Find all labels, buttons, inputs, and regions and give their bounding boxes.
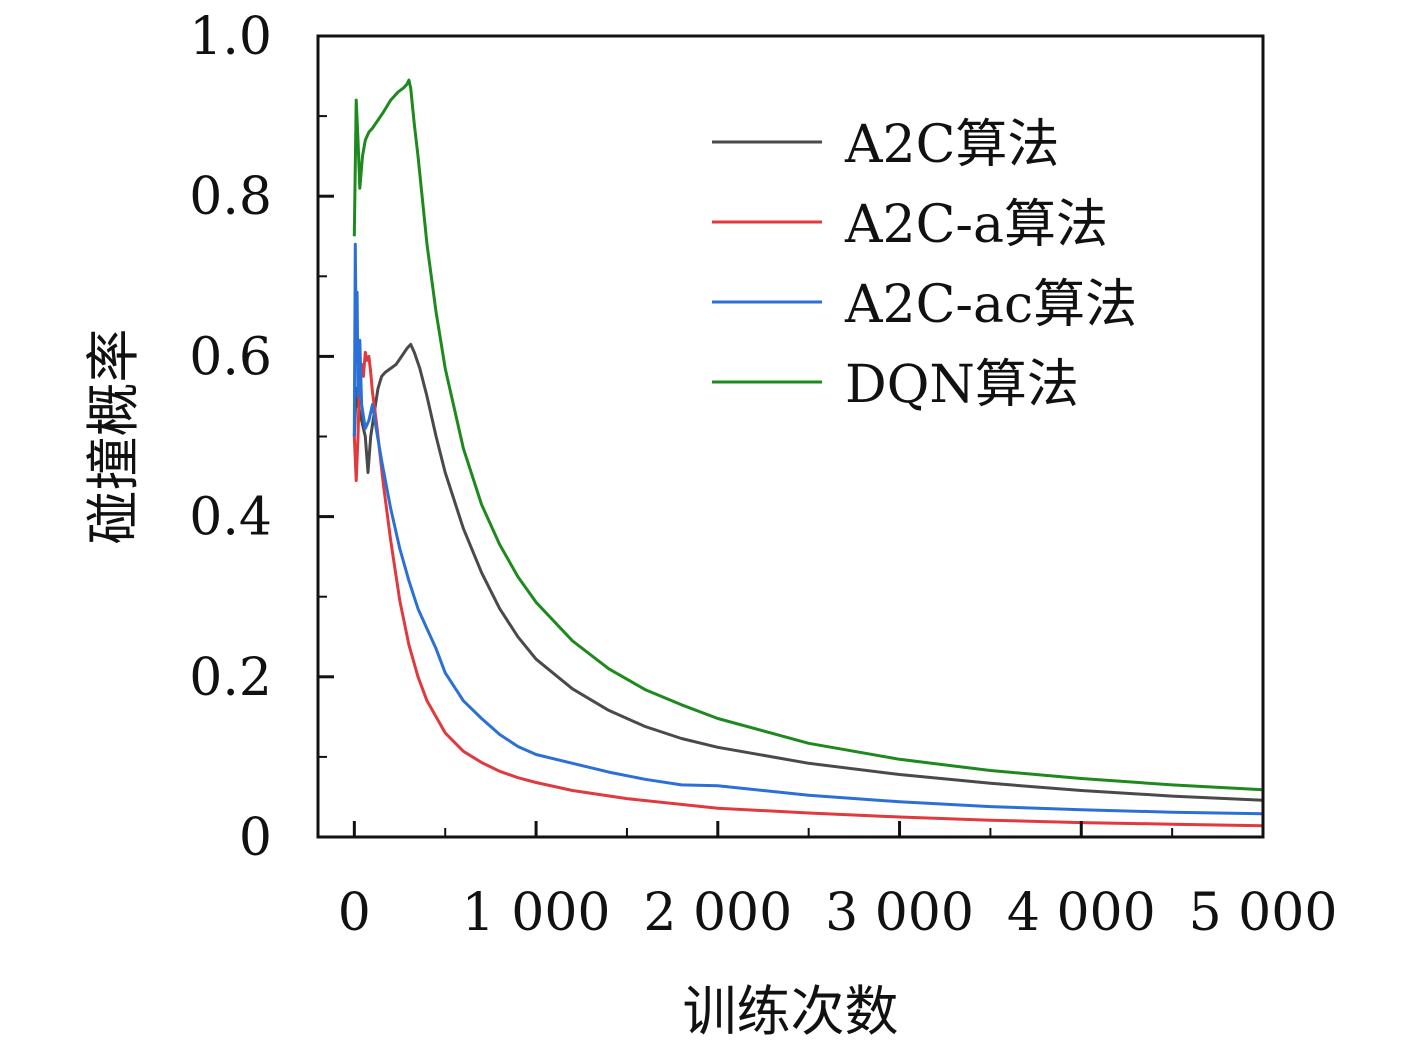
x-tick-label: 5 000	[1189, 883, 1338, 943]
y-axis: 0 0.2 0.4 0.6 0.8 1.0	[189, 7, 334, 868]
y-tick-label: 0.4	[189, 488, 272, 548]
y-tick-label: 0.2	[189, 648, 272, 708]
series-line-1	[352, 342, 1264, 802]
series-lines	[352, 78, 1264, 828]
series-line-3	[352, 242, 1264, 816]
series-line-2	[352, 350, 1264, 828]
legend-label: DQN算法	[845, 355, 1079, 415]
legend: A2C算法 A2C-a算法 A2C-ac算法 DQN算法	[712, 115, 1137, 415]
x-axis-title: 训练次数	[683, 980, 899, 1043]
y-tick-label: 1.0	[189, 7, 272, 67]
legend-label: A2C-ac算法	[844, 275, 1137, 335]
x-tick-label: 4 000	[1007, 883, 1156, 943]
legend-label: A2C-a算法	[844, 195, 1108, 255]
x-tick-label: 3 000	[825, 883, 974, 943]
y-tick-label: 0	[239, 808, 272, 868]
y-axis-title: 碰撞概率	[82, 329, 145, 545]
series-line-4	[352, 78, 1264, 792]
x-tick-label: 0	[338, 883, 371, 943]
y-tick-label: 0.8	[189, 167, 272, 227]
y-tick-label: 0.6	[189, 327, 272, 387]
x-tick-label: 1 000	[462, 883, 611, 943]
legend-label: A2C算法	[844, 115, 1059, 175]
x-tick-label: 2 000	[643, 883, 792, 943]
x-axis: 0 1 000 2 000 3 000 4 000 5 000	[338, 821, 1338, 943]
